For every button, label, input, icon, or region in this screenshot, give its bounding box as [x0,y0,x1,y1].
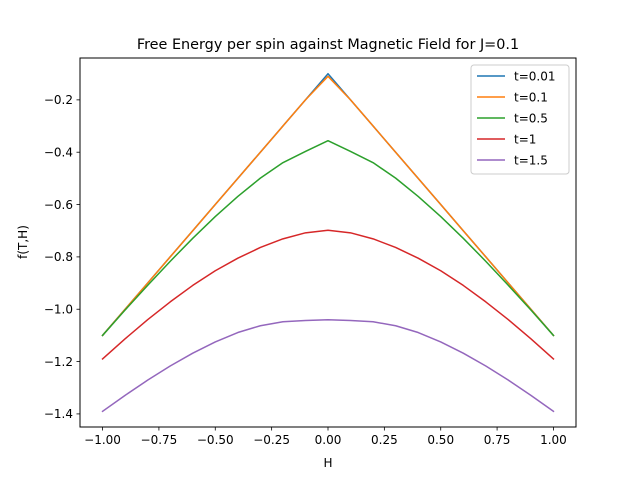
legend-label-2: t=0.5 [514,111,548,125]
y-tick-label: −1.2 [44,355,73,369]
x-tick-label: 0.00 [315,433,342,447]
series-line-1 [101,75,555,337]
x-axis: −1.00 −0.75 −0.50 −0.25 0.00 0.25 0.50 0.75 1.00 [84,427,567,447]
x-tick-label: −0.50 [197,433,234,447]
series-line-3 [101,229,555,361]
legend-label-3: t=1 [514,132,536,146]
x-tick-label: 0.25 [371,433,398,447]
y-tick-label: −0.8 [44,250,73,264]
x-tick-label: 0.50 [427,433,454,447]
legend: t=0.01 t=0.1 t=0.5 t=1 t=1.5 [470,64,570,175]
legend-frame [470,64,570,175]
y-tick-label: −1.4 [44,407,73,421]
y-axis: −1.4 −1.2 −1.0 −0.8 −0.6 −0.4 −0.2 [44,93,80,421]
x-tick-label: −0.75 [141,433,178,447]
chart-title: Free Energy per spin against Magnetic Fi… [137,37,519,53]
plot-area [101,72,555,413]
legend-label-4: t=1.5 [514,153,548,167]
legend-label-0: t=0.01 [514,69,555,83]
legend-label-1: t=0.1 [514,90,548,104]
x-tick-label: 0.75 [484,433,511,447]
series-line-4 [101,318,555,413]
x-tick-label: −1.00 [84,433,121,447]
y-tick-label: −0.4 [44,146,73,160]
y-tick-label: −0.6 [44,198,73,212]
x-tick-label: −0.25 [253,433,290,447]
y-tick-label: −0.2 [44,93,73,107]
series-line-2 [101,139,555,337]
x-tick-label: 1.00 [540,433,567,447]
y-tick-label: −1.0 [44,303,73,317]
y-axis-label: f(T,H) [16,225,30,259]
x-axis-label: H [323,456,332,470]
